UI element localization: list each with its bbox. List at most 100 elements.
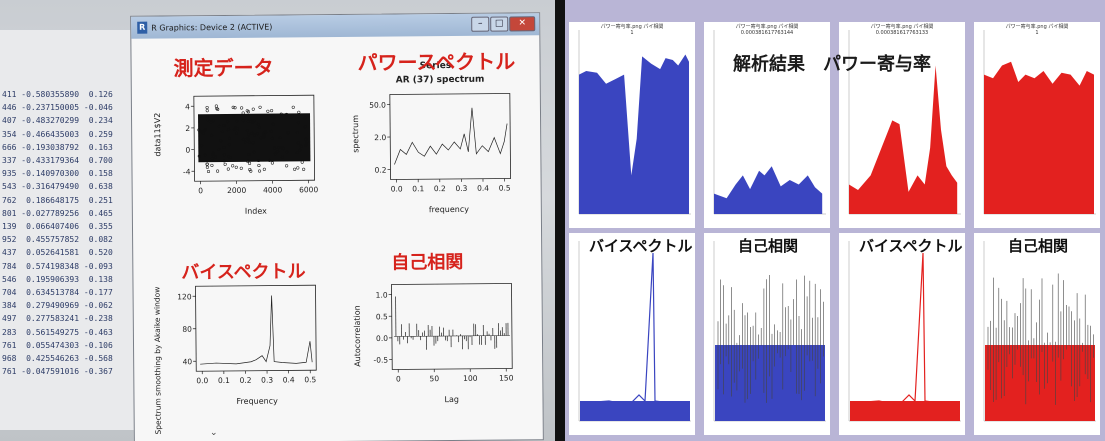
result-tile-bottom[interactable]: 自己相関 bbox=[974, 233, 1100, 435]
close-button[interactable]: ✕ bbox=[509, 16, 536, 32]
result-tile-bottom[interactable]: バイスペクトル bbox=[569, 233, 695, 435]
scatter-point bbox=[305, 140, 309, 144]
console-line: 283 0.561549275 -0.463 bbox=[2, 327, 113, 337]
scatter-point bbox=[285, 150, 289, 154]
scatter-point bbox=[246, 159, 250, 163]
tile-label: 自己相関 bbox=[738, 237, 799, 255]
label-measured-data: 測定データ bbox=[173, 55, 274, 81]
console-line: 761 -0.047591016 -0.367 bbox=[2, 367, 113, 377]
scatter-point bbox=[247, 133, 251, 137]
scatter-point bbox=[247, 152, 251, 157]
plot2-ylabel: spectrum bbox=[351, 115, 360, 153]
console-line: 407 -0.483270299 0.234 bbox=[2, 116, 113, 126]
scatter-point bbox=[239, 166, 243, 170]
scatter-point bbox=[271, 114, 275, 118]
tick-label: 0 bbox=[396, 374, 401, 383]
scatter-point bbox=[222, 123, 226, 128]
tick-label: 150 bbox=[499, 373, 514, 382]
scatter-point bbox=[197, 128, 201, 132]
divider bbox=[555, 0, 565, 441]
scatter-point bbox=[297, 110, 301, 114]
scatter-point bbox=[232, 114, 236, 118]
scatter-point bbox=[251, 141, 255, 145]
scroll-down-icon[interactable]: ⌄ bbox=[210, 428, 218, 438]
scatter-point bbox=[299, 144, 303, 148]
scatter-point bbox=[249, 169, 253, 173]
scatter-point bbox=[249, 119, 253, 123]
tile-chart bbox=[983, 241, 1096, 422]
tick-label: 0.3 bbox=[455, 184, 467, 193]
console-line: 446 -0.237150005 -0.046 bbox=[2, 103, 113, 113]
label-power-contribution: パワー寄与率 bbox=[823, 54, 931, 75]
scatter-point bbox=[264, 130, 268, 134]
area-fill bbox=[984, 61, 1094, 214]
scatter-point bbox=[222, 159, 226, 163]
scatter-point bbox=[200, 130, 204, 134]
scatter-point bbox=[227, 154, 231, 159]
tick-label: 0 bbox=[198, 186, 203, 195]
plot4-xlabel: Lag bbox=[444, 395, 459, 404]
result-tile-bottom[interactable]: バイスペクトル bbox=[839, 233, 965, 435]
scatter-point bbox=[293, 167, 297, 171]
tile-label: バイスペクトル bbox=[589, 237, 693, 255]
scatter-point bbox=[290, 113, 295, 117]
scatter-point bbox=[259, 136, 263, 140]
bispectrum-base-fill bbox=[850, 401, 960, 421]
scatter-point bbox=[234, 165, 238, 169]
tile-title-line2: 1 bbox=[630, 30, 634, 36]
result-tile-top[interactable]: パワー寄与率.png パイ相関 1 bbox=[569, 22, 695, 228]
tick-label: 0.4 bbox=[477, 184, 489, 193]
console-line: 666 -0.193038792 0.163 bbox=[2, 142, 113, 152]
scatter-point bbox=[227, 143, 231, 147]
tick-label: 2 bbox=[185, 124, 190, 133]
scatter-point bbox=[203, 153, 207, 157]
tile-title-line2: 0.000381617763133 bbox=[875, 30, 929, 36]
scatter-point bbox=[257, 163, 261, 168]
photo-of-r-session: 411 -0.580355890 0.126 446 -0.237150005 -… bbox=[0, 0, 555, 441]
scatter-point bbox=[304, 143, 308, 148]
tick-label: 4000 bbox=[263, 185, 282, 194]
tick-label: -4 bbox=[183, 167, 191, 176]
label-bispectrum: バイスペクトル bbox=[181, 261, 306, 284]
bispectrum-base-fill bbox=[580, 401, 690, 421]
scatter-point bbox=[197, 154, 201, 158]
result-tile-top[interactable]: パワー寄与率.png パイ相関 0.000381617763133 bbox=[839, 22, 965, 228]
scatter-point bbox=[285, 164, 289, 168]
result-tile-top[interactable]: パワー寄与率.png パイ相関 0.000381617763144 bbox=[704, 22, 830, 228]
scatter-point bbox=[267, 158, 272, 162]
scatter-point bbox=[241, 137, 245, 142]
tick-label: 120 bbox=[177, 292, 192, 301]
scatter-point bbox=[295, 151, 299, 155]
scatter-point bbox=[210, 156, 214, 160]
tick-label: 0.0 bbox=[196, 376, 208, 385]
maximize-button[interactable]: □ bbox=[490, 16, 509, 32]
scatter-point bbox=[211, 151, 215, 155]
console-line: 354 -0.466435003 0.259 bbox=[2, 129, 113, 139]
tick-label: -0.5 bbox=[373, 356, 388, 365]
minimize-button[interactable]: – bbox=[471, 16, 490, 32]
scatter-point bbox=[256, 122, 260, 126]
plot-measured-data: data11$V2 Index 0 2000 4000 6000 -4 0 2 4 bbox=[153, 94, 318, 216]
scatter-point bbox=[284, 112, 289, 117]
scatter-point bbox=[227, 136, 232, 140]
tile-title: パワー寄与率.png パイ相関 1 bbox=[974, 24, 1100, 36]
scatter-point bbox=[296, 166, 300, 170]
scatter-point bbox=[247, 161, 252, 165]
scatter-point bbox=[280, 155, 284, 159]
console-line: 935 -0.140970300 0.158 bbox=[2, 169, 113, 179]
scatter-point bbox=[250, 120, 254, 124]
scatter-point bbox=[257, 169, 262, 173]
tick-label: 2.0 bbox=[374, 133, 386, 142]
plot-ar-spectrum: Series AR (37) spectrum spectrum frequen… bbox=[351, 61, 511, 214]
scatter-point bbox=[241, 111, 245, 115]
scatter-point bbox=[214, 104, 218, 108]
result-tile-top[interactable]: パワー寄与率.png パイ相関 1 bbox=[974, 22, 1100, 228]
scatter-point bbox=[210, 163, 214, 167]
scatter-point bbox=[278, 136, 282, 140]
acf-fill bbox=[985, 345, 1095, 421]
label-autocorrelation: 自己相関 bbox=[391, 251, 464, 274]
scatter-point bbox=[245, 136, 249, 141]
console-line: 411 -0.580355890 0.126 bbox=[2, 90, 113, 99]
scatter-point bbox=[214, 155, 218, 159]
result-tile-bottom[interactable]: 自己相関 bbox=[704, 233, 830, 435]
